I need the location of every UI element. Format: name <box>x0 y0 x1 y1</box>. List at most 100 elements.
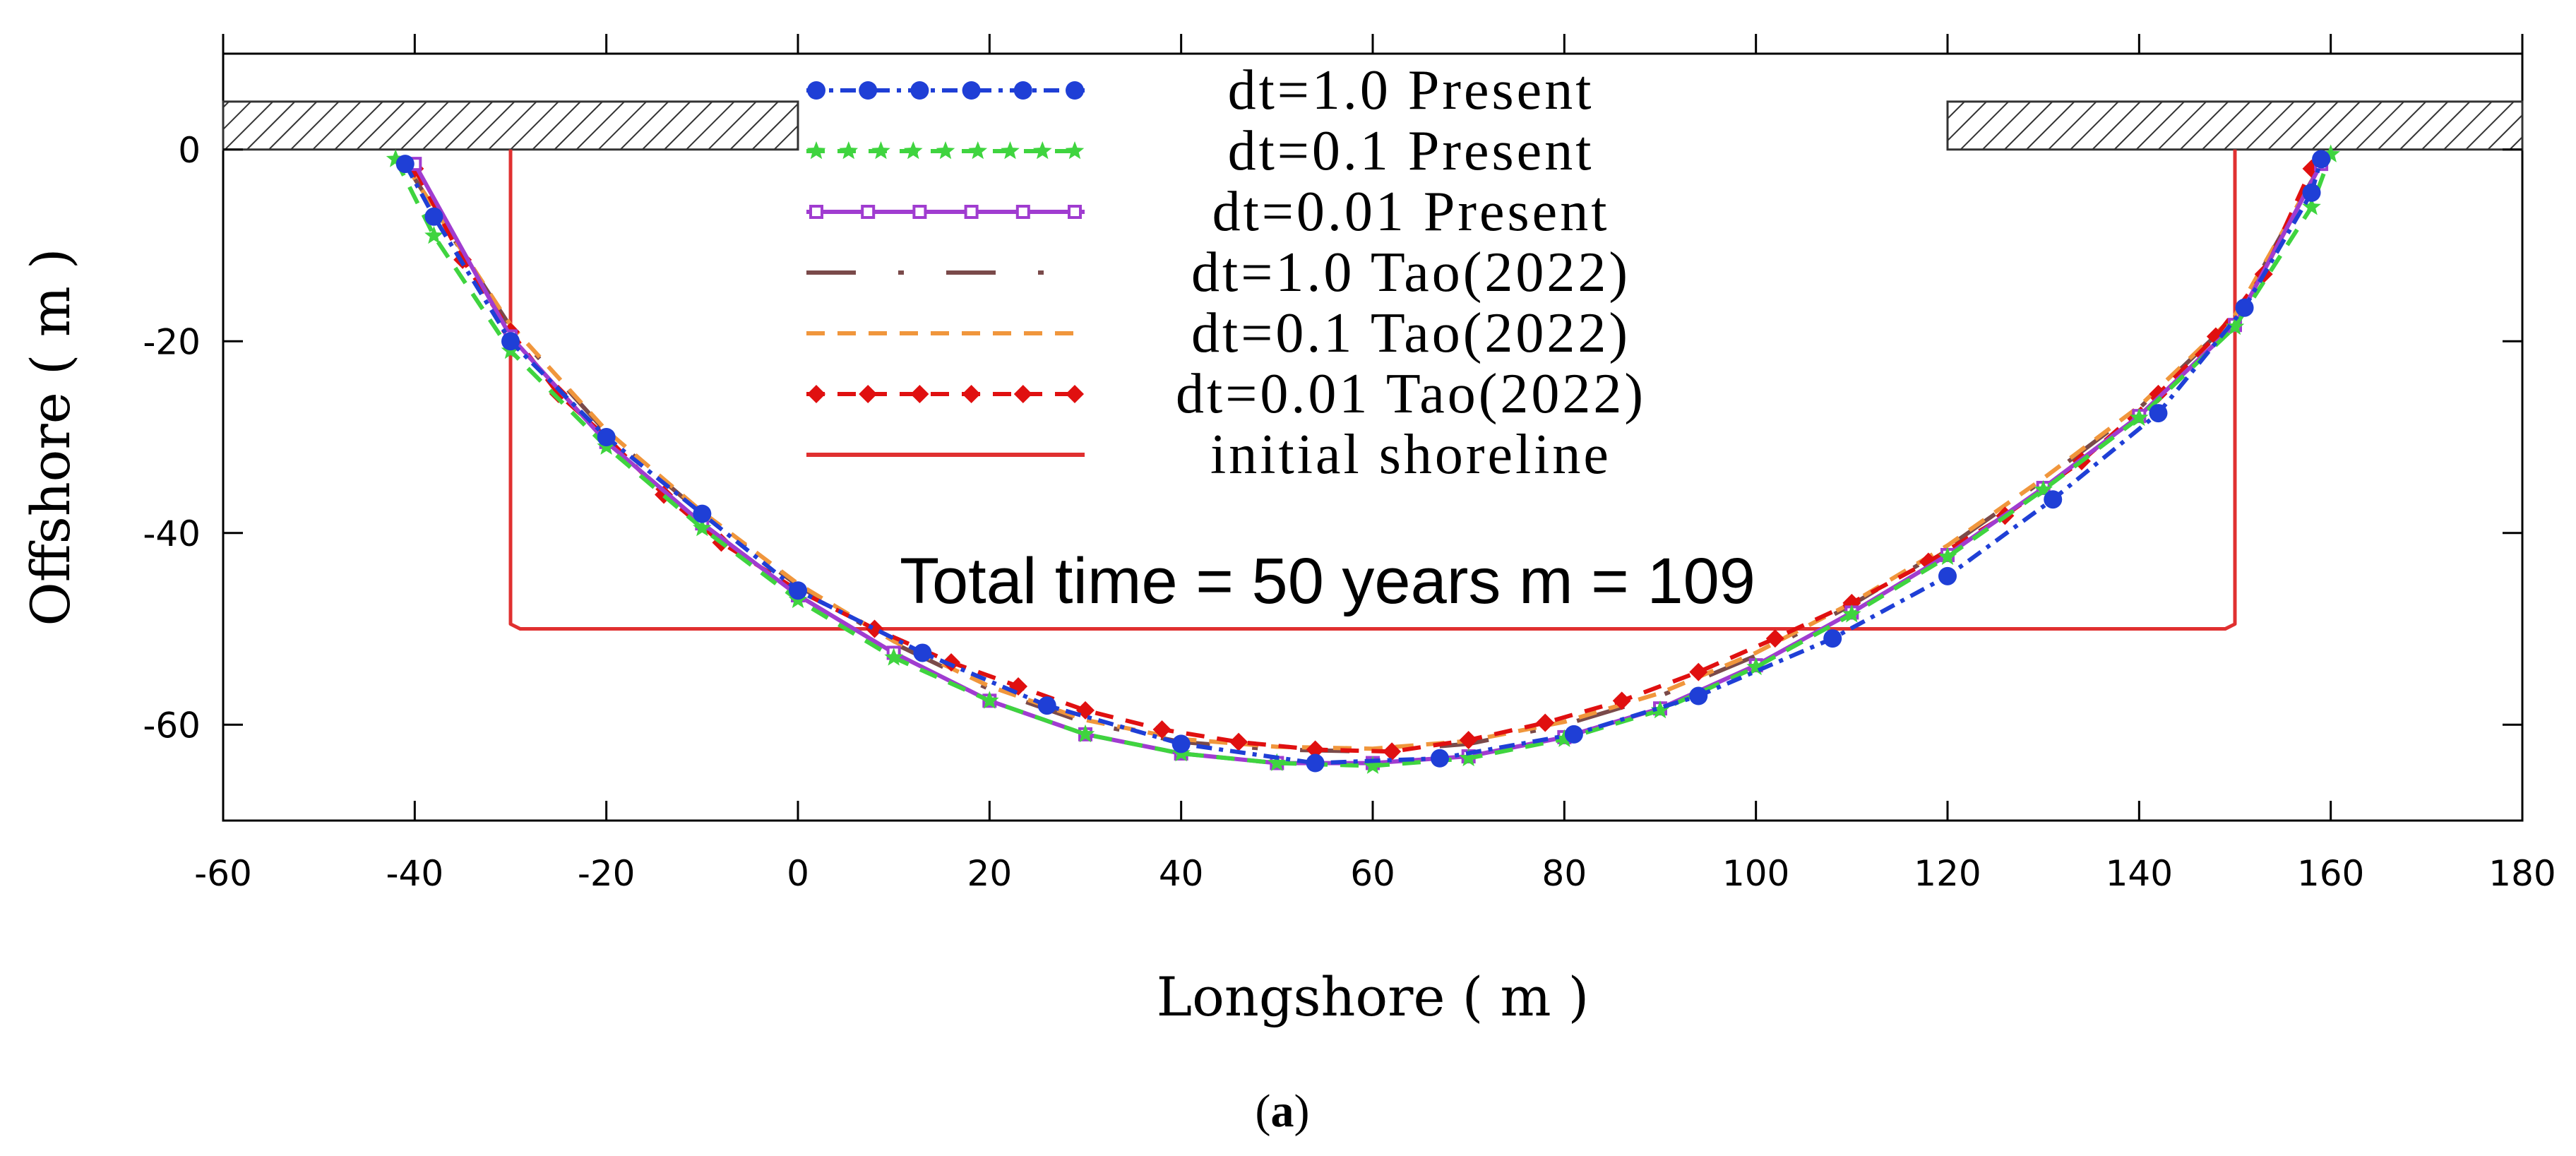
legend-item: dt=0.01 Present <box>806 181 1610 243</box>
groin-structure <box>1946 100 2524 151</box>
legend-marker <box>962 81 981 100</box>
series-line <box>508 149 2237 631</box>
legend-marker <box>859 385 878 403</box>
legend-marker <box>809 205 823 219</box>
data-point <box>549 384 568 403</box>
x-tick-label: -20 <box>578 853 636 894</box>
data-point <box>1430 749 1449 768</box>
x-tick-label: 60 <box>1350 853 1395 894</box>
data-point <box>1459 748 1478 767</box>
data-point <box>693 504 712 523</box>
legend-item: dt=0.1 Present <box>806 120 1594 182</box>
data-point <box>1075 724 1095 743</box>
legend-marker <box>839 141 859 160</box>
data-point <box>1363 756 1383 774</box>
legend-marker <box>1066 385 1084 403</box>
data-point <box>2312 150 2331 169</box>
legend-marker <box>1013 385 1032 403</box>
y-tick-label: -20 <box>143 321 201 362</box>
data-point <box>1746 657 1765 676</box>
annotation-total-time: Total time = 50 years m = 109 <box>900 545 1755 617</box>
x-tick-label: 20 <box>967 853 1013 894</box>
x-tick-label: 160 <box>2297 853 2364 894</box>
data-point <box>501 332 520 351</box>
data-point <box>597 428 616 446</box>
caption: (a) <box>1256 1085 1310 1137</box>
data-point <box>1306 753 1325 773</box>
data-point <box>395 155 415 174</box>
x-tick-label: -60 <box>194 853 252 894</box>
series-4 <box>403 162 2323 751</box>
data-point <box>2034 479 2053 498</box>
legend-marker <box>964 205 979 219</box>
legend-marker <box>871 141 890 160</box>
data-point <box>1564 725 1583 744</box>
data-point <box>1555 729 1574 747</box>
legend-label: dt=1.0 Present <box>1228 59 1594 121</box>
legend-label: dt=0.01 Present <box>1212 181 1610 243</box>
legend-label: dt=0.1 Present <box>1228 120 1594 182</box>
x-tick-label: 120 <box>1914 853 1981 894</box>
y-tick-label: -60 <box>143 705 201 746</box>
legend-label: dt=1.0 Tao(2022) <box>1191 242 1630 304</box>
data-point <box>913 643 932 662</box>
legend-marker <box>936 141 955 160</box>
legend-marker <box>910 81 929 100</box>
y-axis-title: Offshore ( m ) <box>19 248 82 626</box>
data-point <box>1306 740 1325 759</box>
data-point <box>1037 696 1056 715</box>
data-point <box>424 225 443 244</box>
data-point <box>1459 730 1478 749</box>
x-tick-label: 140 <box>2106 853 2173 894</box>
legend-marker <box>807 81 825 100</box>
legend-marker <box>807 385 825 403</box>
legend-marker <box>1065 141 1085 160</box>
y-tick-label: -40 <box>143 513 201 554</box>
data-point <box>1938 566 1957 585</box>
data-point <box>789 581 807 600</box>
data-point <box>386 149 405 167</box>
x-tick-label: 80 <box>1542 853 1587 894</box>
legend-marker <box>1015 205 1030 219</box>
legend-marker <box>903 141 923 160</box>
data-point <box>1268 753 1287 771</box>
data-point <box>1152 720 1171 739</box>
data-point <box>1689 686 1708 705</box>
legend-item: initial shoreline <box>806 424 1611 486</box>
data-point <box>424 207 443 226</box>
series-6 <box>508 149 2237 631</box>
data-point <box>1536 713 1555 732</box>
data-point <box>2302 197 2321 215</box>
data-point <box>1229 732 1248 751</box>
caption-paren-close: ) <box>1294 1085 1310 1137</box>
x-tick-label: 100 <box>1722 853 1789 894</box>
legend-marker <box>968 141 988 160</box>
legend-item: dt=0.1 Tao(2022) <box>806 302 1628 364</box>
legend-label: initial shoreline <box>1210 424 1611 486</box>
legend-marker <box>912 205 927 219</box>
legend-marker <box>859 81 878 100</box>
data-point <box>1171 734 1191 753</box>
legend-marker <box>861 205 876 219</box>
data-point <box>2321 144 2340 162</box>
series-line <box>403 162 2323 751</box>
data-point <box>1612 691 1631 710</box>
data-point <box>2149 404 2168 423</box>
legend-item: dt=0.01 Tao(2022) <box>806 363 1643 425</box>
series-layer <box>386 144 2340 774</box>
data-point <box>1765 629 1784 648</box>
data-point <box>2149 384 2168 403</box>
legend-marker <box>1013 81 1032 100</box>
legend-marker <box>962 385 981 403</box>
data-point <box>1842 604 1861 623</box>
x-tick-label: 0 <box>787 853 809 894</box>
legend-marker <box>1066 81 1084 100</box>
data-point <box>980 691 999 709</box>
legend-marker <box>910 385 929 403</box>
legend-marker <box>806 141 826 160</box>
plot-area <box>222 52 2524 822</box>
data-point <box>1689 662 1708 681</box>
data-point <box>1823 629 1842 648</box>
x-axis: -60 -40 -20 0 20 40 60 80 100 120 140 160 180 <box>194 34 2556 894</box>
legend-marker <box>1032 141 1052 160</box>
